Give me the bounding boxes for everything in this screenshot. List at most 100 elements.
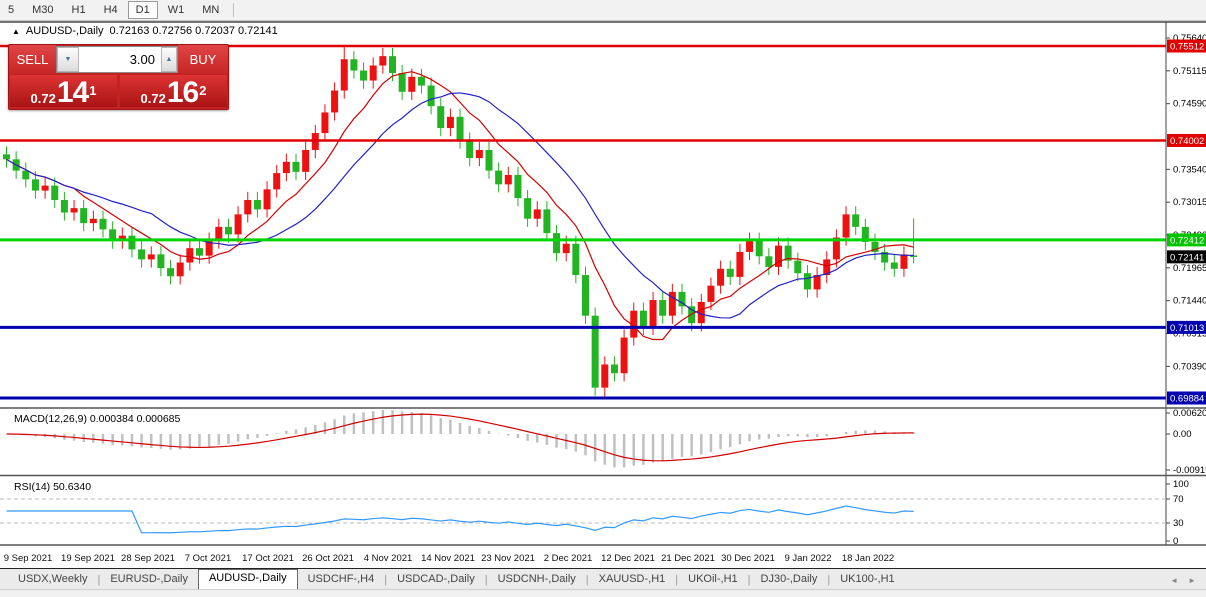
- candle-body: [427, 85, 435, 107]
- candle-body: [157, 254, 165, 269]
- candle-body: [89, 218, 97, 224]
- date-axis-label: 2 Dec 2021: [544, 553, 593, 564]
- tab-separator: |: [97, 574, 101, 586]
- candle-body: [446, 116, 454, 129]
- tab-scroll-right-icon[interactable]: ►: [1188, 576, 1196, 585]
- candle-body: [910, 255, 918, 257]
- chart-tab-audusd-daily[interactable]: AUDUSD-,Daily: [197, 569, 298, 589]
- sell-price-main: 14: [56, 76, 89, 109]
- toolbar-separator: [233, 3, 235, 17]
- buy-button[interactable]: BUY: [178, 45, 228, 74]
- timeframe-button-5[interactable]: 5: [0, 1, 22, 19]
- chart-tab-ukoil-h1[interactable]: UKOil-,H1: [688, 573, 738, 585]
- chart-tab-usdcnh-daily[interactable]: USDCNH-,Daily: [497, 573, 576, 585]
- macd-axis-max: 0.006201: [1173, 408, 1206, 419]
- candle-body: [99, 218, 107, 230]
- price-level-axis-box: [1167, 39, 1206, 53]
- chart-tab-xauusd-h1[interactable]: XAUUSD-,H1: [598, 573, 666, 585]
- candle-body: [369, 65, 377, 81]
- candle-body: [331, 90, 339, 113]
- candle-body: [678, 291, 686, 307]
- sell-button[interactable]: SELL: [9, 45, 56, 74]
- date-axis-label: 23 Nov 2021: [481, 553, 535, 564]
- timeframe-button-h4[interactable]: H4: [96, 1, 126, 19]
- price-axis-tick-label: 0.73015: [1173, 197, 1206, 208]
- date-axis-label: 17 Oct 2021: [242, 553, 294, 564]
- price-level-axis-box: [1167, 320, 1206, 334]
- date-axis-label: 19 Sep 2021: [61, 553, 115, 564]
- tab-scroll-left-icon[interactable]: ◄: [1170, 576, 1179, 585]
- price-axis-tick-label: 0.71965: [1173, 263, 1206, 274]
- volume-input[interactable]: 3.00: [129, 52, 155, 67]
- candle-body: [890, 262, 898, 269]
- date-axis-label: 28 Sep 2021: [121, 553, 175, 564]
- ma-slow-line: [6, 92, 914, 319]
- candle-body: [562, 243, 570, 254]
- candle-body: [861, 226, 869, 242]
- price-axis-tick-label: 0.75640: [1173, 33, 1206, 44]
- chevron-up-icon: ▲: [165, 56, 173, 63]
- candle-body: [22, 170, 30, 180]
- candle-body: [707, 285, 715, 302]
- candle-body: [167, 268, 175, 277]
- date-axis-label: 4 Nov 2021: [364, 553, 413, 564]
- ma-fast-line: [6, 71, 914, 341]
- candle-body: [398, 73, 406, 92]
- price-axis-tick-label: 0.73540: [1173, 164, 1206, 175]
- timeframe-button-m30[interactable]: M30: [24, 1, 61, 19]
- price-level-axis-value: 0.69884: [1170, 393, 1204, 404]
- sell-price-display[interactable]: 0.72 14 1: [10, 75, 117, 109]
- timeframe-button-mn[interactable]: MN: [194, 1, 227, 19]
- buy-price-main: 16: [166, 76, 199, 109]
- price-axis-tick-label: 0.71440: [1173, 296, 1206, 307]
- candle-body: [842, 214, 850, 238]
- candle-body: [601, 364, 609, 388]
- candle-body: [176, 262, 184, 277]
- candle-body: [282, 161, 290, 174]
- timeframe-button-d1[interactable]: D1: [127, 1, 158, 19]
- volume-increase-button[interactable]: ▲: [161, 47, 177, 72]
- candle-body: [832, 237, 840, 260]
- candle-body: [572, 243, 580, 276]
- candle-body: [456, 116, 464, 141]
- chart-tab-eurusd-daily[interactable]: EURUSD-,Daily: [110, 573, 188, 585]
- date-axis-label: 9 Sep 2021: [4, 553, 53, 564]
- price-level-axis-value: 0.72141: [1170, 252, 1204, 263]
- chart-tab-uk100-h1[interactable]: UK100-,H1: [840, 573, 895, 585]
- buy-price-prefix: 0.72: [140, 91, 166, 106]
- timeframe-button-w1[interactable]: W1: [160, 1, 193, 19]
- chart-surface[interactable]: 0.756400.751150.745900.735400.730150.724…: [0, 21, 1206, 568]
- volume-decrease-button[interactable]: ▼: [57, 47, 79, 72]
- macd-axis-min: -0.00919: [1173, 465, 1206, 476]
- volume-spinner: ▼ 3.00 ▲: [56, 46, 178, 73]
- buy-price-display[interactable]: 0.72 16 2: [120, 75, 227, 109]
- candle-body: [553, 233, 561, 254]
- tab-separator: |: [484, 574, 488, 586]
- candle-body: [109, 229, 117, 241]
- candle-body: [755, 240, 763, 257]
- candle-body: [668, 291, 676, 316]
- price-level-axis-value: 0.71013: [1170, 323, 1204, 334]
- candle-body: [205, 240, 213, 256]
- candle-body: [292, 161, 300, 172]
- rsi-line: [6, 505, 914, 534]
- candle-body: [466, 140, 474, 159]
- timeframe-button-h1[interactable]: H1: [64, 1, 94, 19]
- chart-tab-dj30-daily[interactable]: DJ30-,Daily: [760, 573, 818, 585]
- chart-tab-usdcad-daily[interactable]: USDCAD-,Daily: [397, 573, 475, 585]
- chart-tab-usdchf-h4[interactable]: USDCHF-,H4: [307, 573, 375, 585]
- sell-price-pip: 1: [89, 83, 97, 98]
- candle-body: [524, 198, 532, 219]
- candle-body: [118, 235, 126, 241]
- chart-tab-usdx-weekly[interactable]: USDX,Weekly: [18, 573, 88, 585]
- price-axis-tick-label: 0.70390: [1173, 361, 1206, 372]
- candle-body: [80, 208, 88, 224]
- candle-body: [775, 245, 782, 267]
- price-level-axis-value: 0.75512: [1170, 42, 1204, 53]
- candle-body: [128, 235, 136, 250]
- status-strip: [0, 589, 1206, 597]
- candle-body: [437, 106, 445, 129]
- candle-body: [852, 214, 860, 227]
- collapse-panel-arrow-icon[interactable]: ▲: [12, 26, 20, 36]
- macd-signal-line: [6, 413, 914, 462]
